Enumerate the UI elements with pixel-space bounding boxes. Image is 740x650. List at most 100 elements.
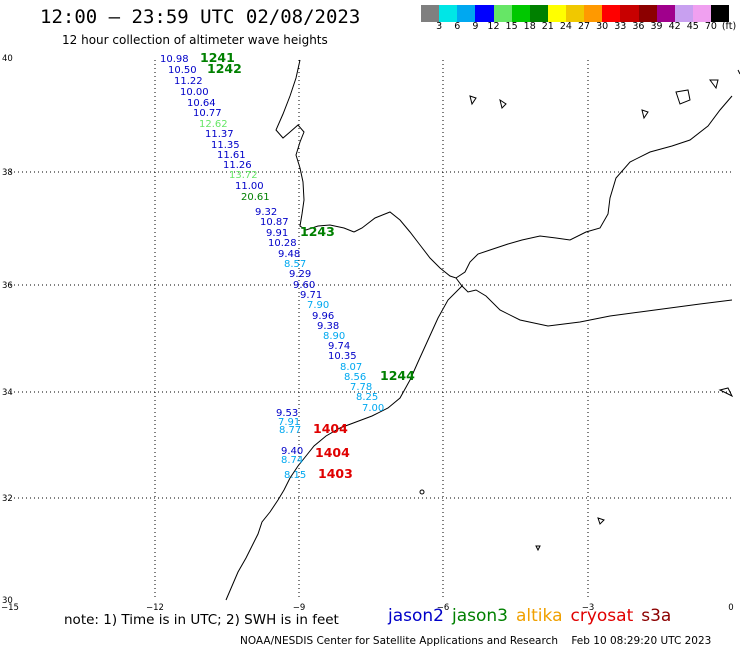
color-swatch	[421, 5, 440, 22]
wave-height-reading: 10.77	[193, 108, 222, 119]
longitude-label: −3	[582, 603, 595, 613]
wave-height-reading: 9.91	[266, 228, 288, 239]
color-scale-label: 6	[454, 21, 461, 32]
wave-height-reading: 9.74	[328, 341, 350, 352]
island-small-4	[419, 489, 425, 495]
wave-height-reading: 10.64	[187, 98, 216, 109]
satellite-name-s3a: s3a	[641, 606, 672, 626]
color-scale-label: 70	[704, 21, 717, 32]
color-scale-label: 30	[596, 21, 609, 32]
color-swatch	[584, 5, 603, 22]
latitude-label: 30	[2, 596, 13, 606]
wave-height-reading: 9.29	[289, 269, 311, 280]
color-scale-label: (ft)	[721, 21, 737, 32]
wave-height-reading: 11.00	[235, 181, 264, 192]
color-scale-label: 18	[523, 21, 536, 32]
coastline-morocco-atlantic	[225, 285, 463, 601]
satellite-legend: jason2 jason3 altika cryosat s3a	[388, 606, 679, 626]
wave-height-reading: 11.26	[223, 160, 252, 171]
color-swatch	[711, 5, 730, 22]
color-swatch	[566, 5, 585, 22]
color-swatch	[638, 5, 657, 22]
wave-height-reading: 13.72	[229, 170, 258, 181]
latitude-label: 32	[2, 494, 13, 504]
color-scale-label: 24	[559, 21, 572, 32]
pass-number-label: 1243	[300, 224, 335, 239]
wave-height-reading: 8.57	[284, 259, 306, 270]
wave-height-reading: 8.07	[340, 362, 362, 373]
color-scale-label: 36	[632, 21, 645, 32]
wave-height-reading: 12.62	[199, 119, 228, 130]
color-scale-label: 39	[650, 21, 663, 32]
footnote: note: 1) Time is in UTC; 2) SWH is in fe…	[64, 612, 339, 628]
pass-number-label: 1403	[318, 466, 353, 481]
color-swatch	[457, 5, 476, 22]
wave-height-reading: 10.00	[180, 87, 209, 98]
satellite-name-altika: altika	[516, 606, 563, 626]
color-scale-label: 9	[472, 21, 479, 32]
latitude-label: 40	[2, 54, 13, 64]
wave-height-reading: 10.50	[168, 65, 197, 76]
longitude-label: −12	[146, 603, 164, 613]
wave-height-reading: 11.22	[174, 76, 203, 87]
wave-height-reading: 7.78	[350, 382, 372, 393]
wave-height-reading: 10.98	[160, 54, 189, 65]
color-swatch	[620, 5, 639, 22]
island-small-1	[469, 95, 477, 106]
color-scale-label: 45	[686, 21, 699, 32]
coastline	[225, 59, 740, 601]
wave-height-reading: 11.37	[205, 129, 234, 140]
island-small-6	[535, 545, 541, 552]
wave-height-reading: 10.35	[328, 351, 357, 362]
wave-height-reading: 9.32	[255, 207, 277, 218]
pass-number-label: 1404	[313, 421, 348, 436]
wave-height-reading: 9.40	[281, 446, 303, 457]
color-swatch	[674, 5, 693, 22]
wave-height-reading: 7.91	[278, 417, 300, 428]
wave-height-reading: 11.35	[211, 140, 240, 151]
color-swatch	[692, 5, 711, 22]
satellite-name-jason2: jason2	[388, 606, 444, 626]
wave-height-reading: 8.15	[284, 470, 306, 481]
color-scale-label: 3	[436, 21, 443, 32]
color-scale-labels: 3 6 9 12 15 18 21 24 27 30 33 36 39 42 45 70 (ft)	[421, 21, 740, 35]
pass-number-label: 1244	[380, 368, 415, 383]
longitude-label: −15	[1, 603, 19, 613]
graticule: 40 38 36 34 32 30−15 −12 −9 −6 −3 0	[1, 54, 734, 613]
map-title: 12:00 – 23:59 UTC 02/08/2023	[40, 6, 361, 28]
wave-height-reading: 9.53	[276, 408, 298, 419]
color-scale-label: 33	[614, 21, 627, 32]
wave-height-reading: 9.48	[278, 249, 300, 260]
wave-height-reading: 20.61	[241, 192, 270, 203]
satellite-name-cryosat: cryosat	[570, 606, 634, 626]
island-small-3	[718, 387, 734, 398]
island-menorca	[709, 79, 719, 90]
wave-height-reading: 9.38	[317, 321, 339, 332]
latitude-label: 36	[2, 281, 13, 291]
color-scale-bar	[421, 5, 730, 22]
map-frame	[10, 60, 731, 600]
latitude-label: 38	[2, 168, 13, 178]
wave-height-reading: 8.56	[344, 372, 366, 383]
coastline-portugal	[275, 59, 355, 233]
wave-height-reading: 8.90	[323, 331, 345, 342]
longitude-label: 0	[728, 603, 733, 613]
color-scale-label: 21	[541, 21, 554, 32]
color-scale-label: 15	[505, 21, 518, 32]
color-scale-label: 12	[487, 21, 500, 32]
wave-height-reading: 8.77	[279, 425, 301, 436]
color-swatch	[439, 5, 458, 22]
observation-labels: 10.9810.5011.2210.0010.6410.7712.6211.37…	[160, 54, 384, 481]
wave-height-reading: 9.60	[293, 280, 315, 291]
wave-height-reading: 8.25	[356, 392, 378, 403]
satellite-name-jason3: jason3	[452, 606, 508, 626]
color-swatch	[547, 5, 566, 22]
credit-line: NOAA/NESDIS Center for Satellite Applica…	[240, 635, 712, 647]
latitude-label: 34	[2, 388, 13, 398]
longitude-label: −6	[437, 603, 450, 613]
longitude-label: −9	[293, 603, 306, 613]
color-swatch	[656, 5, 675, 22]
color-swatch	[511, 5, 530, 22]
